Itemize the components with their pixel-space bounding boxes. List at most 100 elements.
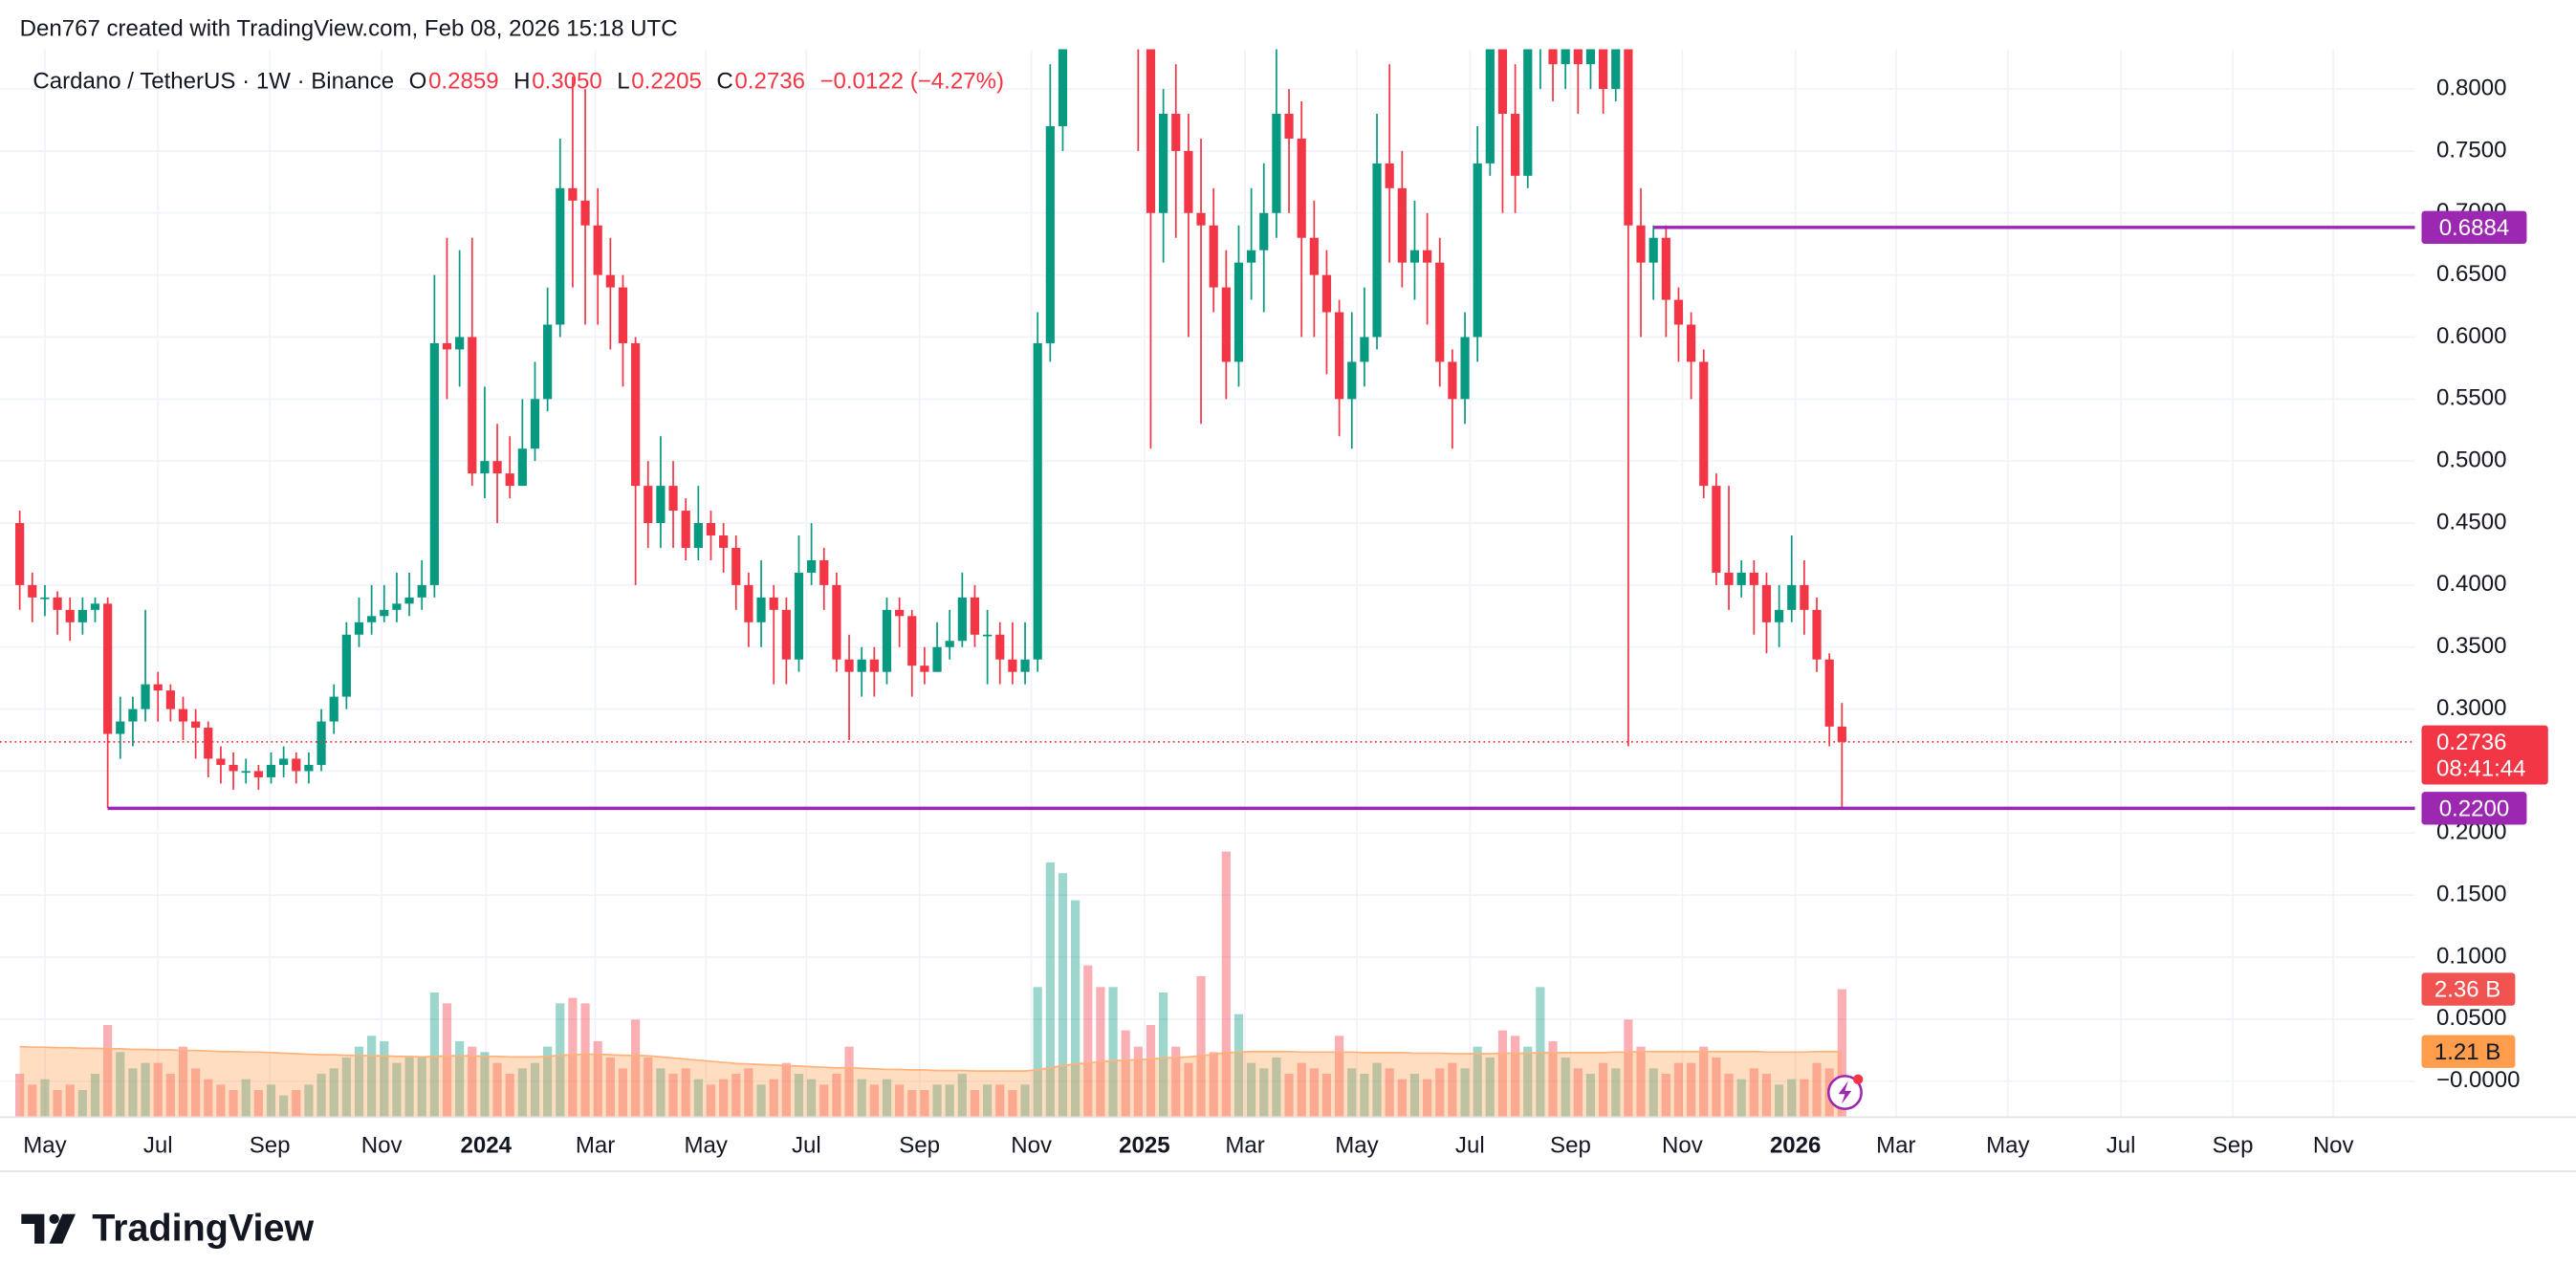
candle-body [317,721,326,765]
volume-bar [417,1057,426,1118]
volume-bar [1761,1073,1772,1118]
volume-bar [1611,1068,1621,1118]
volume-bar [1749,1068,1758,1118]
ohlc-value: 0.3050 [532,68,602,94]
volume-bar [1335,1036,1344,1118]
candle-body [819,559,829,585]
candle-body [1661,237,1670,300]
volume-bar [116,1052,125,1118]
volume-bar [1309,1068,1319,1118]
candle-body [719,535,729,548]
candle-body [1573,49,1583,65]
countdown: 08:41:44 [2436,755,2526,781]
volume-bar [907,1089,917,1118]
candle-body [191,721,201,729]
x-tick-label: Jul [1455,1133,1485,1159]
x-tick-label: Jul [792,1133,821,1159]
volume-ma-area [19,1046,1843,1118]
alert-icon [1826,1074,1864,1111]
volume-bar [1284,1073,1294,1118]
y-tick-label: 0.1500 [2436,882,2507,907]
last-price-label: 0.2736 [2436,730,2507,755]
volume-bar [1775,1084,1784,1118]
candle-body [53,597,62,610]
ohlc-key: L [617,68,629,94]
candle-body [668,486,678,512]
candle-body [165,690,175,709]
candle-body [706,523,716,536]
volume-bar [1673,1062,1684,1118]
grid [0,49,2415,1118]
volume-ma-line [19,1045,1843,1073]
volume-bar [1585,1073,1596,1118]
volume-bar [1724,1073,1734,1118]
candle-body [1624,49,1633,226]
volume-bar [1497,1030,1508,1118]
ohlc-key: O [409,68,427,94]
volume-bar [769,1079,778,1118]
candle-body [65,609,75,622]
candle-body [1335,312,1344,400]
candle-body [1284,114,1294,139]
candle-body [1687,324,1696,362]
candle-body [1259,212,1269,251]
ohlc-value: 0.2736 [734,68,805,94]
candle-body [90,603,100,610]
candle-body [1347,361,1357,400]
volume-bar [1800,1079,1809,1118]
candle-body [1196,212,1206,226]
candle-body [392,603,402,610]
volume-bar [644,1057,653,1118]
x-tick-label: Mar [1225,1133,1264,1159]
x-tick-label: May [1986,1133,2029,1159]
volume-bar [128,1068,138,1118]
candle-body [644,486,653,524]
volume-tag-label: 2.36 B [2434,977,2501,1003]
volume-bar [1511,1036,1520,1118]
candle-body [1184,150,1193,213]
candle-body [1372,163,1382,338]
volume-bar [1184,1062,1193,1118]
caption: Den767 created with TradingView.com, Feb… [20,15,678,41]
volume-bar [1171,1046,1181,1118]
ohlc-key: C [716,68,732,94]
candle-body [618,287,628,343]
volume-bar [970,1089,980,1118]
candle-body [1648,237,1658,263]
volume-bar [354,1046,364,1118]
y-tick-label: 0.5000 [2436,447,2507,473]
y-tick-label: 0.0500 [2436,1005,2507,1031]
candle-body [1523,49,1533,176]
volume-bar [781,1062,791,1118]
candle-body [341,634,351,697]
ohlc-value: 0.2859 [428,68,499,94]
candle-body [1409,250,1420,263]
candle-body [530,399,540,449]
candle-body [292,758,301,772]
candle-body [995,634,1005,660]
candle-body [178,709,188,722]
candle-body [605,274,615,288]
candle-body [1561,49,1570,65]
volume-bar [1133,1046,1143,1118]
candle-body [1159,114,1168,213]
volume-bar [1108,987,1118,1118]
candle-body [128,709,138,722]
candle-body [932,646,942,672]
volume-bar [65,1084,75,1118]
volume-bar [1159,992,1168,1118]
volume-bar [304,1084,314,1118]
candle-body [1775,609,1784,622]
volume-bar [556,1003,565,1118]
volume-bar [204,1079,213,1118]
candle-body [40,597,50,600]
candle-body [907,616,917,666]
level-tag [2421,792,2527,825]
volume-bar [895,1084,905,1118]
volume-bar [1736,1079,1746,1118]
candle-body [116,721,125,734]
candle-body [593,225,602,275]
candle-body [1824,659,1834,727]
volume-bar [505,1073,514,1118]
